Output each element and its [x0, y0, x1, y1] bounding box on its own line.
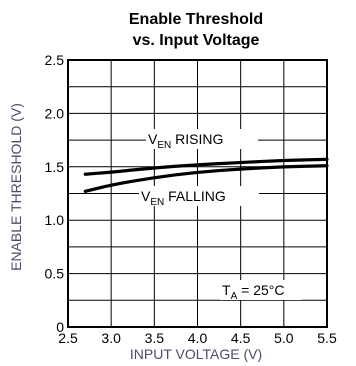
series-line-falling: [83, 164, 329, 193]
x-tick-label: 5.5: [317, 330, 337, 346]
series-label-rising: VEN RISING: [148, 131, 223, 151]
y-tick-label: 2.5: [45, 52, 65, 68]
x-tick-label: 3.0: [101, 330, 121, 346]
y-axis-label: ENABLE THRESHOLD (V): [8, 103, 24, 271]
x-tick-label: 5.0: [274, 330, 294, 346]
plot-frame: [67, 59, 328, 328]
y-tick-label: 1.5: [45, 159, 65, 175]
y-tick-labels: 0 0.5 1.0 1.5 2.0 2.5: [45, 52, 65, 335]
label-bg-falling: [139, 186, 259, 206]
x-axis-label: INPUT VOLTAGE (V): [130, 346, 262, 362]
series-label-falling: VEN FALLING: [141, 188, 226, 208]
x-tick-labels: 2.5 3.0 3.5 4.0 4.5 5.0 5.5: [58, 330, 337, 346]
y-tick-label: 0.5: [45, 266, 65, 282]
grid: [68, 60, 327, 327]
label-bg-condition: [220, 280, 302, 300]
x-tick-label: 3.5: [145, 330, 165, 346]
y-tick-label: 1.0: [45, 212, 65, 228]
series-curves: [83, 157, 329, 193]
series-line-rising: [83, 157, 329, 176]
chart-title-line1: Enable Threshold: [129, 11, 263, 28]
x-tick-label: 4.5: [231, 330, 251, 346]
x-tick-label: 2.5: [58, 330, 78, 346]
x-tick-label: 4.0: [188, 330, 208, 346]
y-tick-label: 2.0: [45, 105, 65, 121]
chart-title-line2: vs. Input Voltage: [133, 32, 260, 49]
y-tick-label: 0: [56, 319, 64, 335]
condition-label: TA = 25°C: [222, 282, 284, 302]
label-bg-rising: [146, 129, 258, 149]
